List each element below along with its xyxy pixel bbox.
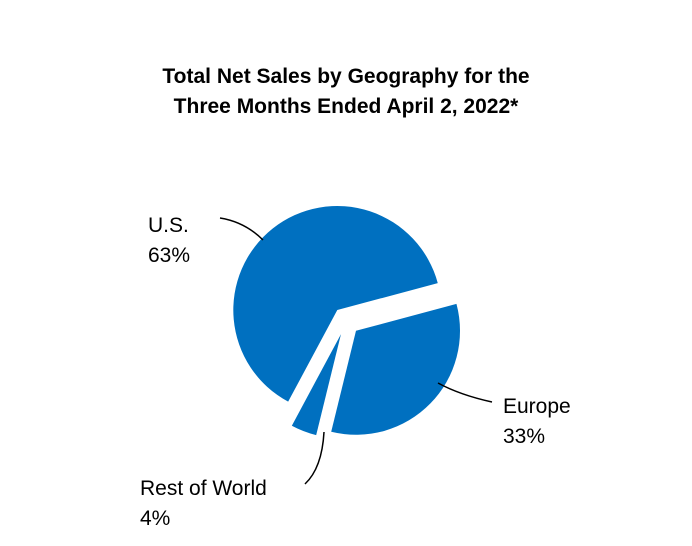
slice-label-rest-of-world: Rest of World 4% xyxy=(140,474,267,534)
slice-rest-of-world-leader-line xyxy=(304,431,325,485)
slice-europe-leader-line xyxy=(437,382,493,403)
slice-label-us: U.S. 63% xyxy=(148,211,190,271)
slice-label-europe-value: 33% xyxy=(503,425,546,448)
slice-label-rest-of-world-name: Rest of World xyxy=(140,477,267,500)
slice-us xyxy=(233,206,438,402)
chart-title-line-1: Total Net Sales by Geography for the xyxy=(162,65,530,88)
chart-title-line-2: Three Months Ended April 2, 2022* xyxy=(173,95,519,118)
slice-label-rest-of-world-value: 4% xyxy=(140,507,171,530)
chart-title: Total Net Sales by Geography for the Thr… xyxy=(0,62,692,122)
slice-label-europe-name: Europe xyxy=(503,395,571,418)
slice-europe xyxy=(331,303,461,435)
slice-rest-of-world xyxy=(291,334,341,436)
slice-us-leader-line xyxy=(219,217,264,241)
slice-label-us-value: 63% xyxy=(148,244,191,267)
slice-label-us-name: U.S. xyxy=(148,214,189,237)
slice-label-europe: Europe 33% xyxy=(503,392,571,452)
